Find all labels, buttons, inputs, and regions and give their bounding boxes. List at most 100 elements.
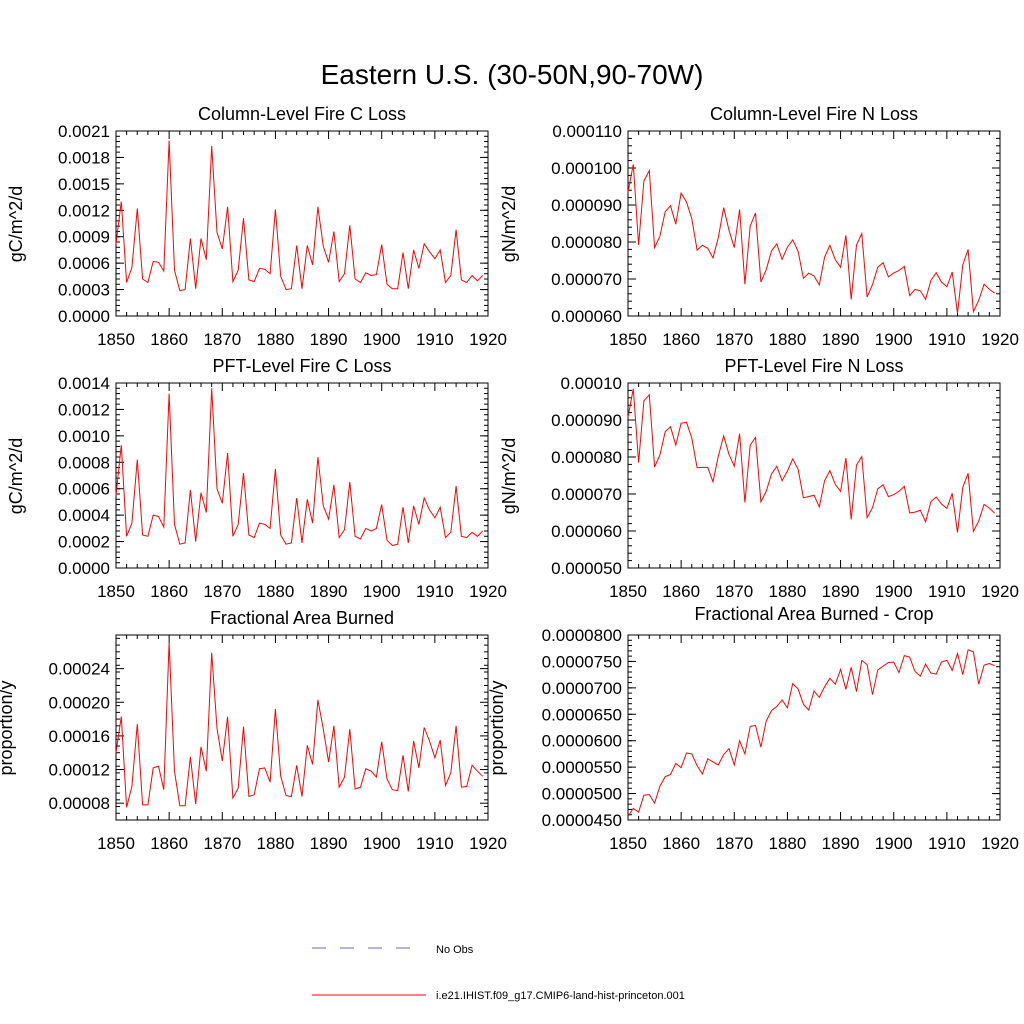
y-tick-label: 0.00010 [561, 374, 622, 393]
x-tick-label: 1870 [715, 582, 753, 601]
x-tick-label: 1880 [769, 330, 807, 349]
panel-title: Column-Level Fire N Loss [710, 104, 918, 124]
legend-model-label: i.e21.IHIST.f09_g17.CMIP6-land-hist-prin… [436, 990, 685, 1002]
x-tick-label: 1900 [875, 330, 913, 349]
x-tick-label: 1910 [928, 330, 966, 349]
y-tick-label: 0.00008 [49, 794, 110, 813]
y-tick-label: 0.0018 [58, 148, 110, 167]
y-tick-label: 0.000070 [551, 485, 622, 504]
y-tick-label: 0.0004 [58, 506, 110, 525]
y-tick-label: 0.0000600 [542, 732, 622, 751]
plot-frame [627, 382, 1001, 569]
x-tick-label: 1870 [715, 834, 753, 853]
y-tick-label: 0.00012 [49, 761, 110, 780]
x-tick-label: 1880 [257, 834, 295, 853]
y-tick-label: 0.0010 [58, 427, 110, 446]
x-tick-label: 1860 [662, 330, 700, 349]
panel-title: Fractional Area Burned [210, 608, 394, 628]
x-tick-label: 1900 [363, 330, 401, 349]
series-line [115, 388, 484, 547]
x-tick-label: 1880 [769, 582, 807, 601]
y-tick-label: 0.0000800 [542, 626, 622, 645]
y-tick-label: 0.0000750 [542, 652, 622, 671]
x-tick-label: 1900 [875, 834, 913, 853]
x-tick-label: 1850 [609, 582, 647, 601]
legend-obs-label: No Obs [436, 944, 474, 956]
y-tick-label: 0.00020 [49, 693, 110, 712]
x-tick-label: 1890 [310, 330, 348, 349]
y-tick-label: 0.000070 [551, 270, 622, 289]
plot-frame [627, 130, 1001, 317]
y-tick-label: 0.00016 [49, 727, 110, 746]
series-line [115, 140, 484, 292]
x-tick-label: 1860 [662, 834, 700, 853]
x-tick-label: 1910 [416, 834, 454, 853]
x-tick-label: 1890 [822, 582, 860, 601]
x-tick-label: 1850 [609, 330, 647, 349]
x-tick-label: 1920 [981, 330, 1019, 349]
panel-title: Fractional Area Burned - Crop [694, 604, 933, 624]
x-tick-label: 1910 [928, 582, 966, 601]
plot-frame [115, 382, 489, 569]
y-tick-label: 0.00024 [49, 660, 110, 679]
y-tick-label: 0.000080 [551, 233, 622, 252]
x-tick-label: 1910 [416, 582, 454, 601]
x-tick-label: 1920 [981, 834, 1019, 853]
x-tick-label: 1880 [257, 330, 295, 349]
x-tick-label: 1870 [715, 330, 753, 349]
x-tick-label: 1850 [609, 834, 647, 853]
x-tick-label: 1890 [822, 834, 860, 853]
y-tick-label: 0.0003 [58, 281, 110, 300]
y-tick-label: 0.000060 [551, 522, 622, 541]
x-tick-label: 1860 [150, 582, 188, 601]
y-tick-label: 0.0006 [58, 254, 110, 273]
y-tick-label: 0.0000 [58, 559, 110, 578]
figure-title: Eastern U.S. (30-50N,90-70W) [321, 59, 704, 90]
series-line [627, 388, 996, 534]
y-tick-label: 0.0000550 [542, 758, 622, 777]
y-tick-label: 0.0012 [58, 400, 110, 419]
x-tick-label: 1860 [150, 330, 188, 349]
y-tick-label: 0.0009 [58, 228, 110, 247]
x-tick-label: 1890 [822, 330, 860, 349]
y-tick-label: 0.000090 [551, 411, 622, 430]
x-tick-label: 1870 [203, 330, 241, 349]
x-tick-label: 1890 [310, 582, 348, 601]
panel-fractional-area-burned: Fractional Area Burned proportion/y 1850… [0, 608, 507, 853]
x-tick-label: 1900 [363, 834, 401, 853]
x-tick-label: 1860 [662, 582, 700, 601]
x-tick-label: 1880 [769, 834, 807, 853]
x-tick-label: 1880 [257, 582, 295, 601]
panel-column-fire-c-loss: Column-Level Fire C Loss gC/m^2/d 1850 18… [6, 104, 507, 349]
y-axis-label: gN/m^2/d [499, 186, 519, 262]
x-tick-label: 1920 [469, 834, 507, 853]
y-tick-label: 0.0000700 [542, 679, 622, 698]
x-tick-label: 1920 [469, 582, 507, 601]
y-tick-label: 0.0012 [58, 201, 110, 220]
y-axis-label: gC/m^2/d [6, 186, 26, 262]
x-tick-label: 1900 [875, 582, 913, 601]
x-tick-label: 1910 [416, 330, 454, 349]
plot-frame [115, 130, 489, 317]
y-tick-label: 0.0008 [58, 453, 110, 472]
y-axis-label: gC/m^2/d [6, 438, 26, 514]
x-tick-label: 1920 [981, 582, 1019, 601]
legend: No Obs i.e21.IHIST.f09_g17.CMIP6-land-hi… [312, 944, 685, 1002]
y-tick-label: 0.000060 [551, 307, 622, 326]
y-tick-label: 0.0006 [58, 480, 110, 499]
panel-title: PFT-Level Fire N Loss [724, 356, 903, 376]
panel-title: Column-Level Fire C Loss [198, 104, 406, 124]
x-tick-label: 1870 [203, 834, 241, 853]
panel-column-fire-n-loss: Column-Level Fire N Loss gN/m^2/d 1850 18… [499, 104, 1019, 349]
y-tick-label: 0.0002 [58, 533, 110, 552]
plot-frame [115, 634, 489, 821]
series-line [627, 164, 995, 314]
panel-title: PFT-Level Fire C Loss [212, 356, 391, 376]
y-tick-label: 0.0014 [58, 374, 110, 393]
y-axis-label: gN/m^2/d [499, 438, 519, 514]
y-tick-label: 0.0000450 [542, 811, 622, 830]
x-tick-label: 1850 [97, 834, 135, 853]
series-line [115, 642, 484, 808]
y-tick-label: 0.000100 [551, 159, 622, 178]
